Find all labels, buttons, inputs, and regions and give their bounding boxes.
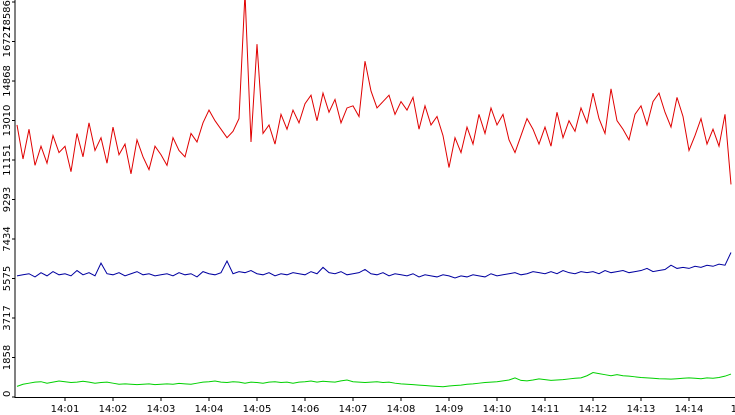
x-tick-label: 14	[731, 404, 735, 415]
x-tick-label: 14:09	[435, 404, 464, 415]
x-tick-label: 14:10	[483, 404, 512, 415]
y-tick-label: 3717	[2, 305, 13, 330]
x-tick-label: 14:06	[291, 404, 320, 415]
x-tick-label: 14:07	[339, 404, 368, 415]
series-line	[16, 372, 732, 388]
x-tick-label: 14:08	[387, 404, 416, 415]
x-tick-label: 14:11	[531, 404, 560, 415]
x-tick-label: 14:05	[243, 404, 272, 415]
y-tick-label: 14868	[2, 65, 13, 97]
x-tick-label: 14:03	[147, 404, 176, 415]
x-tick-label: 14:02	[99, 404, 128, 415]
y-tick-label: 18586	[2, 0, 13, 32]
y-tick-label: 7434	[2, 226, 13, 251]
x-tick-label: 14:01	[51, 404, 80, 415]
y-tick-label: 5575	[2, 266, 13, 291]
plot-area	[16, 0, 732, 388]
y-tick-label: 9293	[2, 187, 13, 212]
y-tick-label: 1858	[2, 345, 13, 370]
y-tick-label: 13010	[2, 105, 13, 137]
series-line	[16, 0, 732, 185]
x-tick-label: 14:12	[579, 404, 608, 415]
x-tick-label: 14:14	[675, 404, 704, 415]
series-line	[16, 252, 732, 279]
y-tick-label: 11151	[2, 144, 13, 176]
y-tick-label: 0	[2, 391, 13, 397]
x-tick-label: 14:04	[195, 404, 224, 415]
x-tick-label: 14:13	[627, 404, 656, 415]
y-tick-label: 16727	[2, 26, 13, 58]
